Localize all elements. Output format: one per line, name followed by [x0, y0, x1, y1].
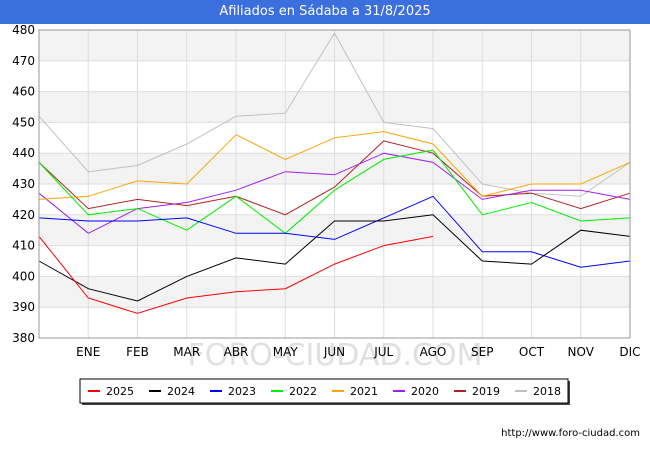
- x-tick-label: MAR: [173, 345, 200, 359]
- y-tick-label: 430: [12, 177, 35, 191]
- series-lines: [38, 32, 631, 314]
- y-tick-label: 390: [12, 300, 35, 314]
- legend: 2025 2024 2023 2022 2021 2020 2019 2018: [79, 378, 570, 405]
- legend-label-2019: 2019: [472, 385, 500, 398]
- legend-label-2024: 2024: [167, 385, 195, 398]
- y-tick-label: 470: [12, 54, 35, 68]
- y-tick-label: 480: [12, 23, 35, 37]
- series-line-2021: [38, 131, 631, 200]
- plot-frame: [38, 29, 631, 339]
- series-line-2025: [38, 235, 434, 314]
- legend-label-2018: 2018: [533, 385, 561, 398]
- x-tick-label: FEB: [126, 345, 149, 359]
- legend-box: [79, 378, 569, 404]
- watermark: FORO-CIUDAD.COM: [188, 338, 483, 373]
- y-tick-label: 460: [12, 85, 35, 99]
- x-tick-label: DIC: [619, 345, 640, 359]
- legend-label-2021: 2021: [350, 385, 378, 398]
- source-link[interactable]: http://www.foro-ciudad.com: [501, 428, 640, 439]
- series-line-2019: [38, 140, 631, 216]
- legend-label-2020: 2020: [411, 385, 439, 398]
- x-tick-label: JUN: [323, 345, 345, 359]
- series-line-2022: [38, 149, 631, 234]
- x-tick-label: AGO: [420, 345, 447, 359]
- x-tick-label: ENE: [76, 345, 100, 359]
- x-tick-label: NOV: [568, 345, 595, 359]
- y-tick-label: 420: [12, 208, 35, 222]
- y-tick-label: 380: [12, 331, 35, 345]
- legend-label-2025: 2025: [106, 385, 134, 398]
- series-line-2023: [38, 195, 631, 268]
- y-tick-label: 410: [12, 239, 35, 253]
- series-line-2024: [38, 214, 631, 302]
- y-tick-label: 450: [12, 115, 35, 129]
- x-tick-label: MAY: [273, 345, 299, 359]
- x-axis-ticks: ENE FEB MAR ABR MAY JUN JUL AGO SEP OCT NOV DIC: [76, 345, 640, 359]
- y-tick-label: 440: [12, 146, 35, 160]
- legend-label-2023: 2023: [228, 385, 256, 398]
- x-tick-label: SEP: [471, 345, 493, 359]
- chart-title: Afiliados en Sádaba a 31/8/2025: [0, 0, 650, 24]
- y-axis-ticks: 380 390 400 410 420 430 440 450 460 470 480: [12, 23, 35, 345]
- x-tick-label: ABR: [224, 345, 249, 359]
- legend-label-2022: 2022: [289, 385, 317, 398]
- y-tick-label: 400: [12, 269, 35, 283]
- x-tick-label: OCT: [519, 345, 545, 359]
- x-tick-label: JUL: [373, 345, 393, 359]
